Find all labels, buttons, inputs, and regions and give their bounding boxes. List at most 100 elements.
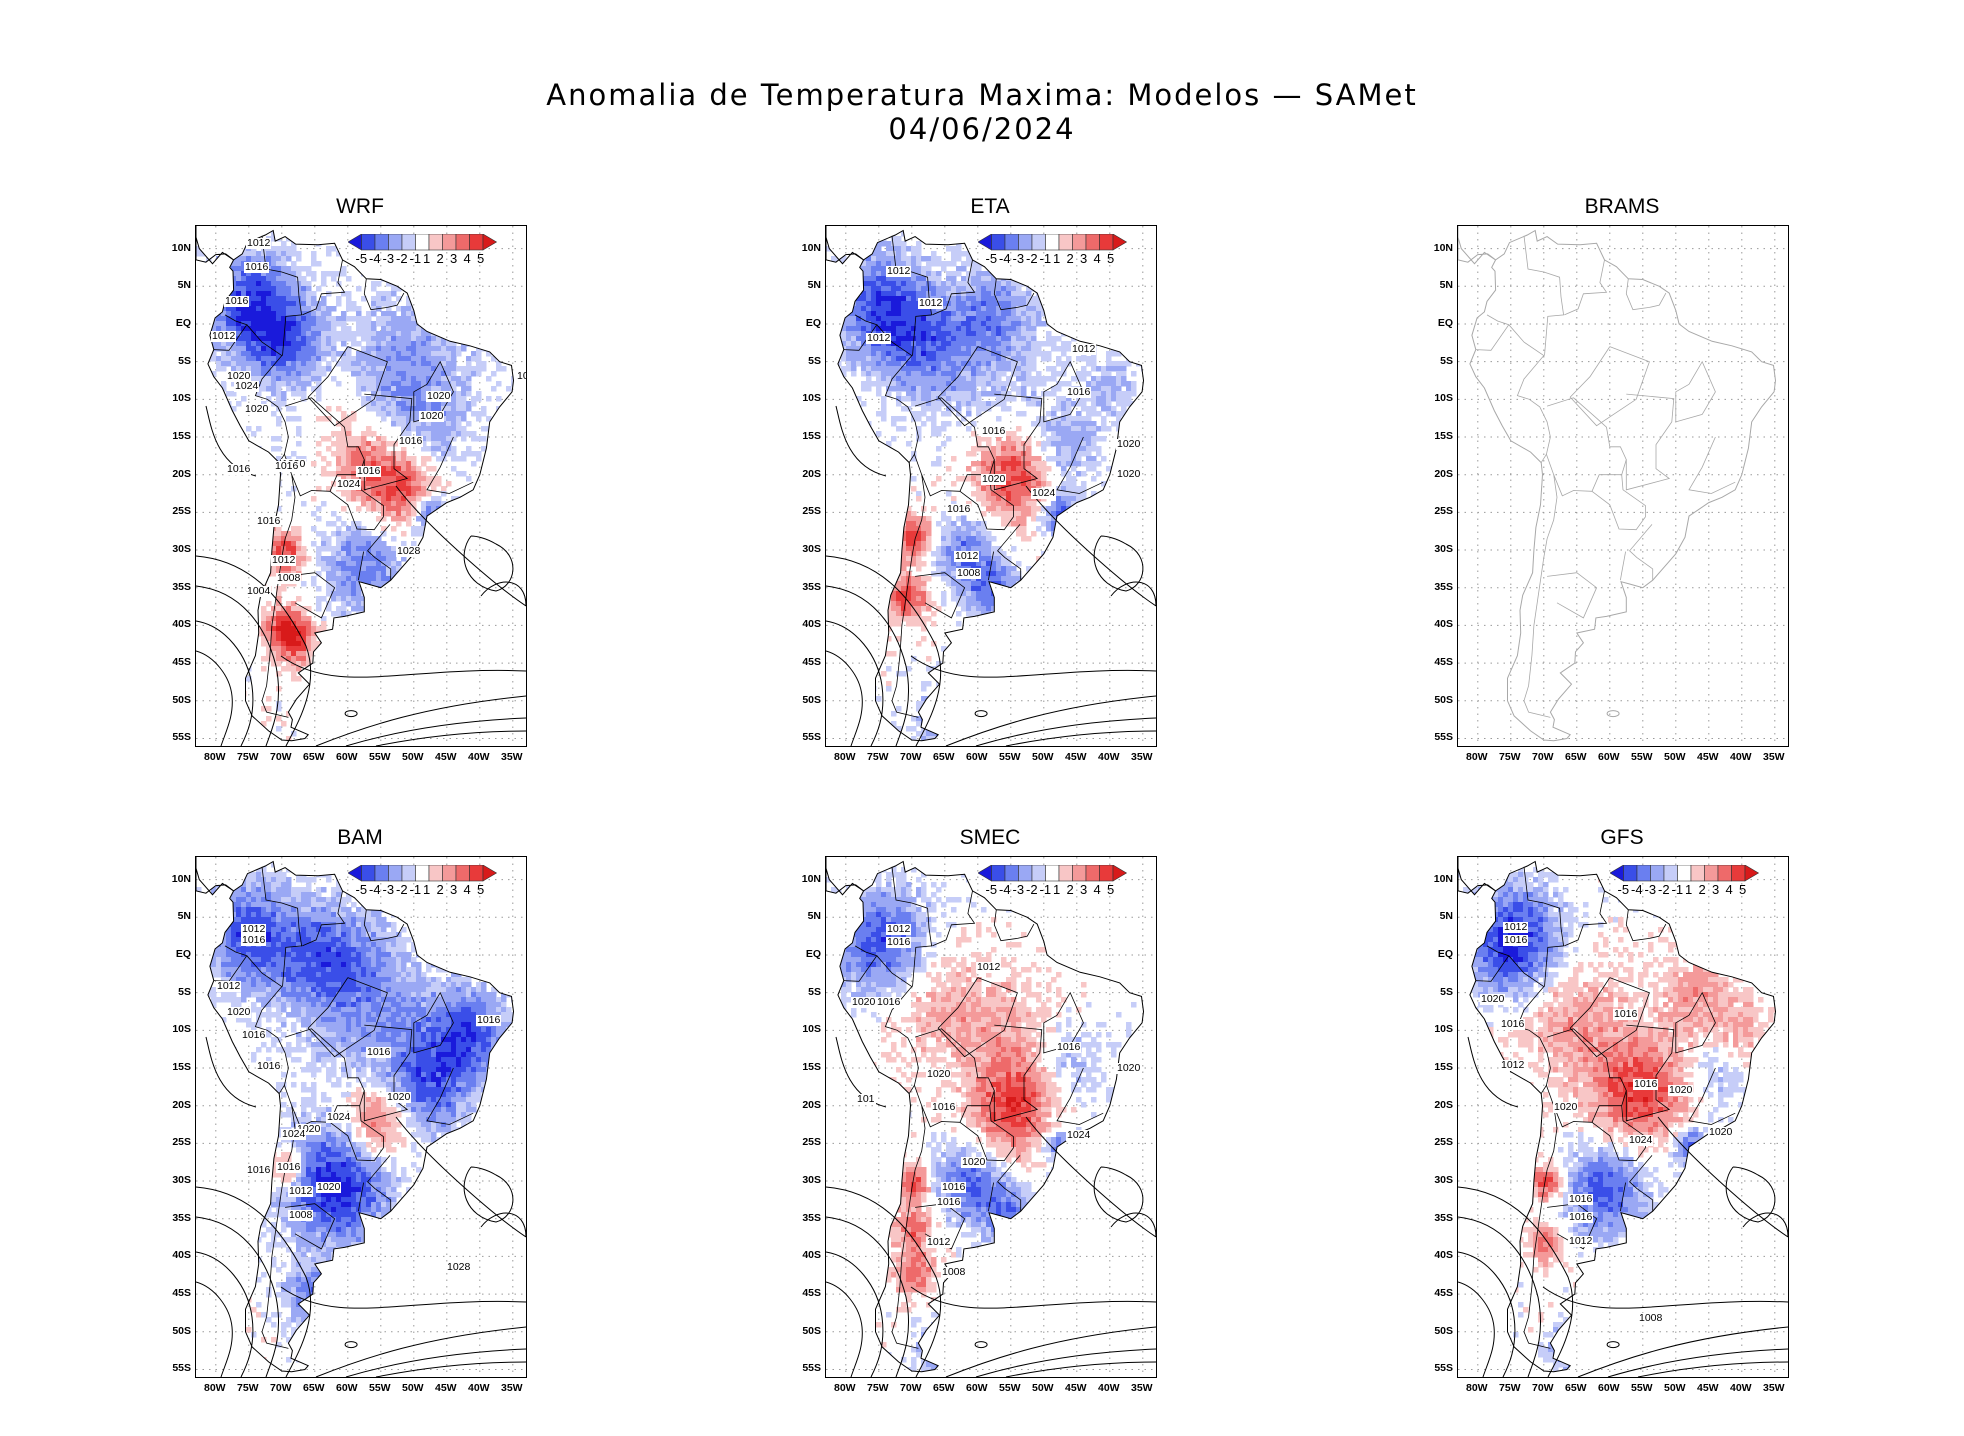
isobar-label: 1016 <box>1500 1018 1526 1030</box>
isobar-label: 1016 <box>941 1181 967 1193</box>
latitude-label: 10S <box>802 392 821 405</box>
isobar-label: 1012 <box>918 297 944 309</box>
isobar-contour <box>1025 485 1156 607</box>
isobar-label: 1020 <box>426 390 452 402</box>
latitude-label: 35S <box>802 1211 821 1224</box>
colorbar-swatch <box>1018 234 1033 251</box>
latitude-label: 5S <box>808 985 821 998</box>
isobar-contour <box>826 1216 910 1377</box>
isobar-contour <box>835 405 887 477</box>
colorbar-tick-label: 2 <box>1698 882 1706 897</box>
panel-title-brams: BRAMS <box>1584 195 1660 218</box>
latitude-label: EQ <box>805 316 821 329</box>
longitude-label: 45W <box>1065 751 1087 763</box>
political-border <box>363 278 405 311</box>
latitude-label: 35S <box>172 580 191 593</box>
falkland-islands <box>344 710 358 718</box>
longitude-label: 65W <box>303 751 325 763</box>
colorbar <box>978 234 1128 251</box>
latitude-label: 40S <box>802 618 821 631</box>
colorbar-tick-label: -2 <box>1658 882 1670 897</box>
isobar-label: 1012 <box>1568 1235 1594 1247</box>
latitude-label: EQ <box>1437 316 1453 329</box>
colorbar-swatch <box>374 865 389 882</box>
latitude-label: 30S <box>172 543 191 556</box>
longitude-label: 80W <box>204 1382 226 1394</box>
latitude-label: 5N <box>177 910 191 923</box>
latitude-label: 55S <box>172 731 191 744</box>
political-border <box>891 474 926 718</box>
colorbar-tick-label: 3 <box>1080 251 1088 266</box>
coastline-central-america <box>826 226 864 265</box>
colorbar-swatch <box>1031 234 1046 251</box>
colorbar-tick-label: 1 <box>423 251 431 266</box>
longitude-label: 80W <box>1466 751 1488 763</box>
colorbar-tick-label: -1 <box>409 882 422 897</box>
latitude-label: 45S <box>802 656 821 669</box>
political-border <box>1523 235 1565 356</box>
colorbar-tick-label: 4 <box>1093 882 1101 897</box>
longitude-label: 60W <box>966 751 988 763</box>
political-border <box>876 324 919 463</box>
political-border <box>261 1105 296 1349</box>
isobar-label: 1020 <box>244 403 270 415</box>
map-canvas <box>826 226 1156 746</box>
isobar-label: 1016 <box>274 460 300 472</box>
political-border <box>1546 454 1622 497</box>
colorbar-swatch <box>1018 865 1033 882</box>
isobar-label: 1024 <box>1066 1129 1092 1141</box>
colorbar-tick-label: 3 <box>450 251 458 266</box>
latitude-label: 15S <box>802 430 821 442</box>
colorbar-tick-label: 5 <box>1107 251 1115 266</box>
isobar-contour <box>480 581 526 607</box>
isobar-label: 1016 <box>1613 1008 1639 1020</box>
colorbar-tick-label: -1 <box>1039 251 1052 266</box>
coastline-south-america <box>207 229 515 742</box>
colorbar-tick-label: 5 <box>1107 882 1115 897</box>
isobar-label: 1016 <box>1633 1078 1659 1090</box>
latitude-label: 20S <box>1434 467 1453 480</box>
isobar-contour <box>826 585 910 746</box>
isobar-contour <box>196 1186 312 1377</box>
map-canvas <box>826 857 1156 1377</box>
colorbar-swatch <box>991 234 1006 251</box>
map-panel-wrf: 1012 1016 1016 1012 1020 1024 1020 1020 1016 1020… <box>195 225 527 747</box>
longitude-label: 45W <box>1065 1382 1087 1394</box>
longitude-label: 50W <box>1032 1382 1054 1394</box>
isobar-contour <box>345 717 526 746</box>
latitude-label: 10N <box>171 872 191 885</box>
isobar-label: 1016 <box>226 463 252 475</box>
latitude-label: 45S <box>172 1287 191 1300</box>
political-border <box>1508 955 1551 1094</box>
colorbar-swatch <box>1058 865 1073 882</box>
longitude-label: 70W <box>270 1382 292 1394</box>
longitude-label: 65W <box>1565 1382 1587 1394</box>
colorbar-tick-label: -1 <box>1671 882 1684 897</box>
political-border <box>363 393 413 491</box>
latitude-label: 15S <box>1434 430 1453 442</box>
latitude-label: 40S <box>172 618 191 631</box>
colorbar-swatch <box>348 234 362 251</box>
isobar-contour <box>480 1212 526 1238</box>
political-border <box>891 866 933 987</box>
isobar-label: 1016 <box>244 261 270 273</box>
latitude-label: 35S <box>802 580 821 593</box>
political-border <box>246 324 289 463</box>
political-border <box>1629 524 1654 581</box>
isobar-label: 1020 <box>1116 468 1142 480</box>
longitude-label: 35W <box>1763 751 1785 763</box>
political-border <box>1043 360 1084 423</box>
colorbar-swatch <box>1112 234 1128 251</box>
longitude-label: 75W <box>237 751 259 763</box>
longitude-label: 80W <box>1466 1382 1488 1394</box>
latitude-label: 50S <box>802 1324 821 1337</box>
political-border <box>1056 1067 1104 1125</box>
isobar-label: 1020 <box>226 370 252 382</box>
colorbar-swatch <box>1085 234 1100 251</box>
isobar-label: 1016 <box>276 1161 302 1173</box>
isobar-label: 1028 <box>396 545 422 557</box>
map-panel-gfs: 1012 1016 1020 1016 1012 1016 1016 1020 1020 1024… <box>1457 856 1789 1378</box>
isobar-label: 1016 <box>931 1101 957 1113</box>
longitude-label: 50W <box>1664 751 1686 763</box>
latitude-label: 50S <box>1434 693 1453 706</box>
